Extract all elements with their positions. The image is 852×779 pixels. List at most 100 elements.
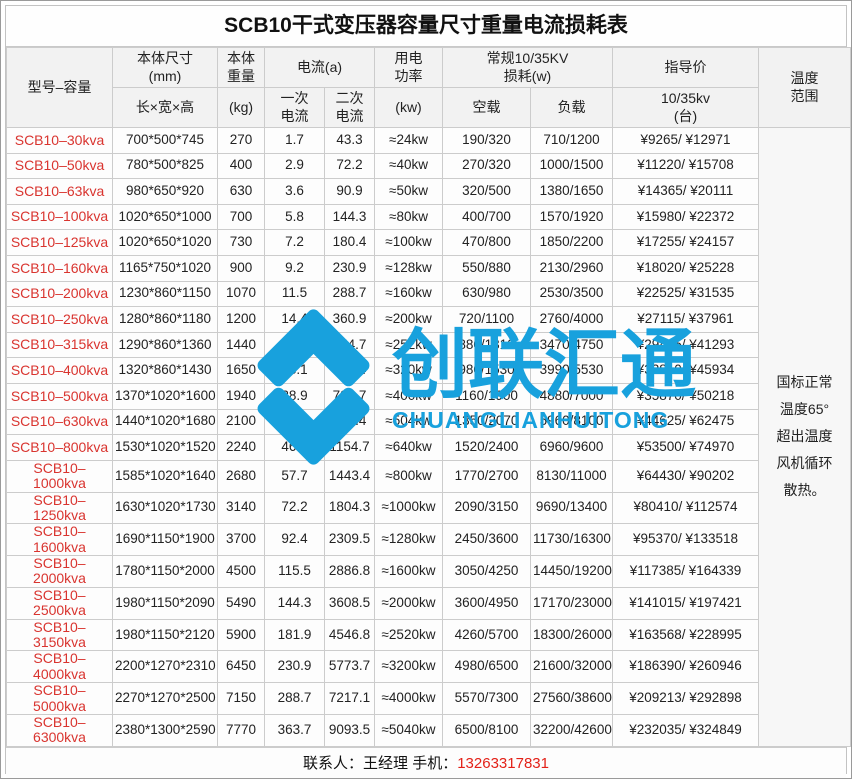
cell-current-secondary: 9093.5 [324, 713, 375, 747]
cell-current-secondary: 360.9 [324, 306, 375, 333]
cell-current-primary: 363.7 [264, 713, 325, 747]
contact-row: 联系人：王经理 手机：13263317831 [6, 746, 846, 778]
table-row: SCB10–100kva 1020*650*1000 700 5.8 144.3 ≈80k… [6, 203, 851, 231]
cell-current-primary: 14.4 [264, 306, 325, 333]
cell-price: ¥232035/ ¥324849 [612, 713, 759, 747]
cell-dims: 1630*1020*1730 [112, 491, 218, 525]
cell-current-primary: 46.2 [264, 434, 325, 461]
cell-power: ≈320kw [374, 357, 443, 384]
cell-weight: 700 [217, 203, 265, 231]
page-title: SCB10干式变压器容量尺寸重量电流损耗表 [6, 6, 846, 47]
table-row: SCB10–50kva 780*500*825 400 2.9 72.2 ≈40kw 270… [6, 152, 851, 180]
header-dims-sub: 长×宽×高 [112, 87, 218, 128]
cell-model: SCB10–4000kva [6, 650, 113, 684]
cell-loss-no-load: 320/500 [442, 178, 531, 205]
cell-price: ¥64430/ ¥90202 [612, 459, 759, 493]
cell-current-secondary: 43.3 [324, 127, 375, 154]
cell-power: ≈4000kw [374, 682, 443, 715]
cell-current-secondary: 1443.4 [324, 459, 375, 493]
cell-model: SCB10–30kva [6, 127, 113, 154]
header-weight-unit: (kg) [217, 87, 265, 128]
cell-current-primary: 92.4 [264, 523, 325, 557]
cell-current-secondary: 7217.1 [324, 682, 375, 715]
cell-loss-no-load: 6500/8100 [442, 713, 531, 747]
cell-price: ¥14365/ ¥20111 [612, 178, 759, 205]
cell-power: ≈1600kw [374, 555, 443, 588]
table-row: SCB10–1600kva 1690*1150*1900 3700 92.4 2309.… [6, 523, 851, 557]
cell-loss-load: 1850/2200 [530, 229, 613, 256]
cell-model: SCB10–2000kva [6, 555, 113, 588]
cell-current-primary: 72.2 [264, 491, 325, 525]
cell-weight: 730 [217, 229, 265, 256]
cell-loss-load: 21600/32000 [530, 650, 613, 684]
cell-loss-no-load: 550/880 [442, 254, 531, 282]
cell-loss-no-load: 720/1100 [442, 306, 531, 333]
cell-loss-load: 710/1200 [530, 127, 613, 154]
cell-dims: 1290*860*1360 [112, 331, 218, 359]
cell-current-secondary: 3608.5 [324, 586, 375, 620]
cell-weight: 6450 [217, 650, 265, 684]
cell-current-primary: 9.2 [264, 254, 325, 282]
table-row: SCB10–1250kva 1630*1020*1730 3140 72.2 1804.… [6, 491, 851, 525]
cell-dims: 1280*860*1180 [112, 306, 218, 333]
cell-current-primary: 3.6 [264, 178, 325, 205]
temperature-note: 国标正常 温度65° 超出温度 风机循环 散热。 [758, 127, 851, 747]
cell-power: ≈50kw [374, 178, 443, 205]
cell-weight: 1070 [217, 280, 265, 308]
cell-loss-load: 2130/2960 [530, 254, 613, 282]
cell-weight: 270 [217, 127, 265, 154]
sheet-frame: SCB10干式变压器容量尺寸重量电流损耗表 型号–容量 本体尺寸 (mm) 本体… [5, 5, 851, 778]
header-loss-group: 常规10/35KV 损耗(w) [442, 47, 613, 88]
cell-dims: 700*500*745 [112, 127, 218, 154]
table-row: SCB10–160kva 1165*750*1020 900 9.2 230.9 ≈128… [6, 254, 851, 282]
cell-dims: 1370*1020*1600 [112, 382, 218, 410]
cell-current-primary: 57.7 [264, 459, 325, 493]
cell-dims: 1020*650*1000 [112, 203, 218, 231]
cell-weight: 630 [217, 178, 265, 205]
cell-loss-load: 3470/4750 [530, 331, 613, 359]
cell-power: ≈100kw [374, 229, 443, 256]
cell-price: ¥209213/ ¥292898 [612, 682, 759, 715]
cell-weight: 3700 [217, 523, 265, 557]
cell-model: SCB10–250kva [6, 306, 113, 333]
cell-current-primary: 28.9 [264, 382, 325, 410]
cell-weight: 5490 [217, 586, 265, 620]
cell-current-primary: 23.1 [264, 357, 325, 384]
cell-weight: 4500 [217, 555, 265, 588]
cell-loss-load: 1380/1650 [530, 178, 613, 205]
cell-loss-load: 17170/23000 [530, 586, 613, 620]
cell-power: ≈200kw [374, 306, 443, 333]
cell-current-secondary: 90.9 [324, 178, 375, 205]
cell-model: SCB10–630kva [6, 408, 113, 436]
cell-model: SCB10–315kva [6, 331, 113, 359]
table-body: SCB10–30kva 700*500*745 270 1.7 43.3 ≈24kw 190… [6, 127, 851, 747]
cell-dims: 980*650*920 [112, 178, 218, 205]
cell-weight: 1650 [217, 357, 265, 384]
cell-price: ¥35870/ ¥50218 [612, 382, 759, 410]
cell-power: ≈80kw [374, 203, 443, 231]
cell-current-secondary: 230.9 [324, 254, 375, 282]
cell-weight: 2680 [217, 459, 265, 493]
cell-power: ≈40kw [374, 152, 443, 180]
cell-power: ≈252kw [374, 331, 443, 359]
cell-loss-no-load: 1160/1900 [442, 382, 531, 410]
cell-loss-no-load: 4980/6500 [442, 650, 531, 684]
cell-model: SCB10–200kva [6, 280, 113, 308]
cell-loss-load: 2530/3500 [530, 280, 613, 308]
cell-model: SCB10–1000kva [6, 459, 113, 493]
cell-loss-no-load: 980/1530 [442, 357, 531, 384]
cell-weight: 1940 [217, 382, 265, 410]
cell-model: SCB10–400kva [6, 357, 113, 384]
header-dims: 本体尺寸 (mm) [112, 47, 218, 88]
cell-weight: 900 [217, 254, 265, 282]
header-power-unit: (kw) [374, 87, 443, 128]
cell-current-primary: 115.5 [264, 555, 325, 588]
cell-loss-no-load: 1350/2070 [442, 408, 531, 436]
table-row: SCB10–2500kva 1980*1150*2090 5490 144.3 3608… [6, 586, 851, 620]
cell-loss-load: 2760/4000 [530, 306, 613, 333]
cell-model: SCB10–160kva [6, 254, 113, 282]
cell-current-secondary: 288.7 [324, 280, 375, 308]
table-row: SCB10–6300kva 2380*1300*2590 7770 363.7 9093… [6, 713, 851, 747]
cell-price: ¥44625/ ¥62475 [612, 408, 759, 436]
